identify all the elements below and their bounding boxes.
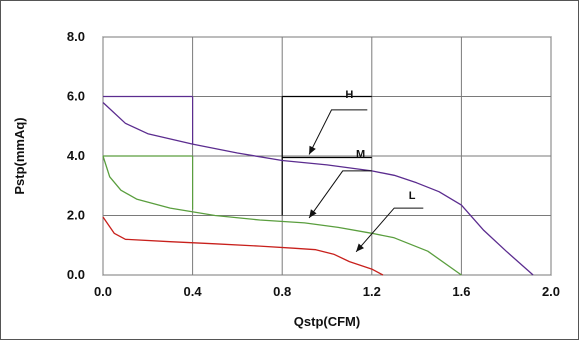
callout-arrowhead xyxy=(309,209,317,218)
callout-leader xyxy=(308,170,372,219)
x-tick-labels: 0.0 0.4 0.8 1.2 1.6 2.0 xyxy=(94,284,560,299)
y-tick-label: 6.0 xyxy=(67,89,85,104)
y-axis-title: Pstp(mmAq) xyxy=(12,117,27,194)
callout-h: H xyxy=(308,89,368,155)
callout-label: L xyxy=(409,190,416,202)
callout-m: M xyxy=(308,148,372,219)
x-tick-label: 2.0 xyxy=(542,284,560,299)
y-tick-label: 8.0 xyxy=(67,29,85,44)
callout-l: L xyxy=(355,190,424,253)
y-tick-label: 4.0 xyxy=(67,148,85,163)
x-tick-label: 1.6 xyxy=(452,284,470,299)
x-tick-label: 0.4 xyxy=(184,284,203,299)
series-line-l xyxy=(102,216,384,276)
y-tick-labels: 0.0 2.0 4.0 6.0 8.0 xyxy=(67,29,85,282)
x-tick-label: 1.2 xyxy=(363,284,381,299)
x-axis-title: Qstp(CFM) xyxy=(294,314,360,329)
callout-arrowhead xyxy=(309,145,316,155)
helper-lines xyxy=(103,95,372,216)
callout-label: H xyxy=(345,89,353,101)
annotations: H M L xyxy=(308,89,424,253)
y-tick-label: 0.0 xyxy=(67,267,85,282)
y-tick-label: 2.0 xyxy=(67,208,85,223)
callout-leader xyxy=(308,109,368,155)
x-tick-label: 0.8 xyxy=(273,284,291,299)
callout-leader xyxy=(355,207,424,253)
callout-arrowhead xyxy=(356,243,364,252)
callout-label: M xyxy=(356,148,365,160)
x-tick-label: 0.0 xyxy=(94,284,112,299)
series-line-m xyxy=(102,155,462,276)
